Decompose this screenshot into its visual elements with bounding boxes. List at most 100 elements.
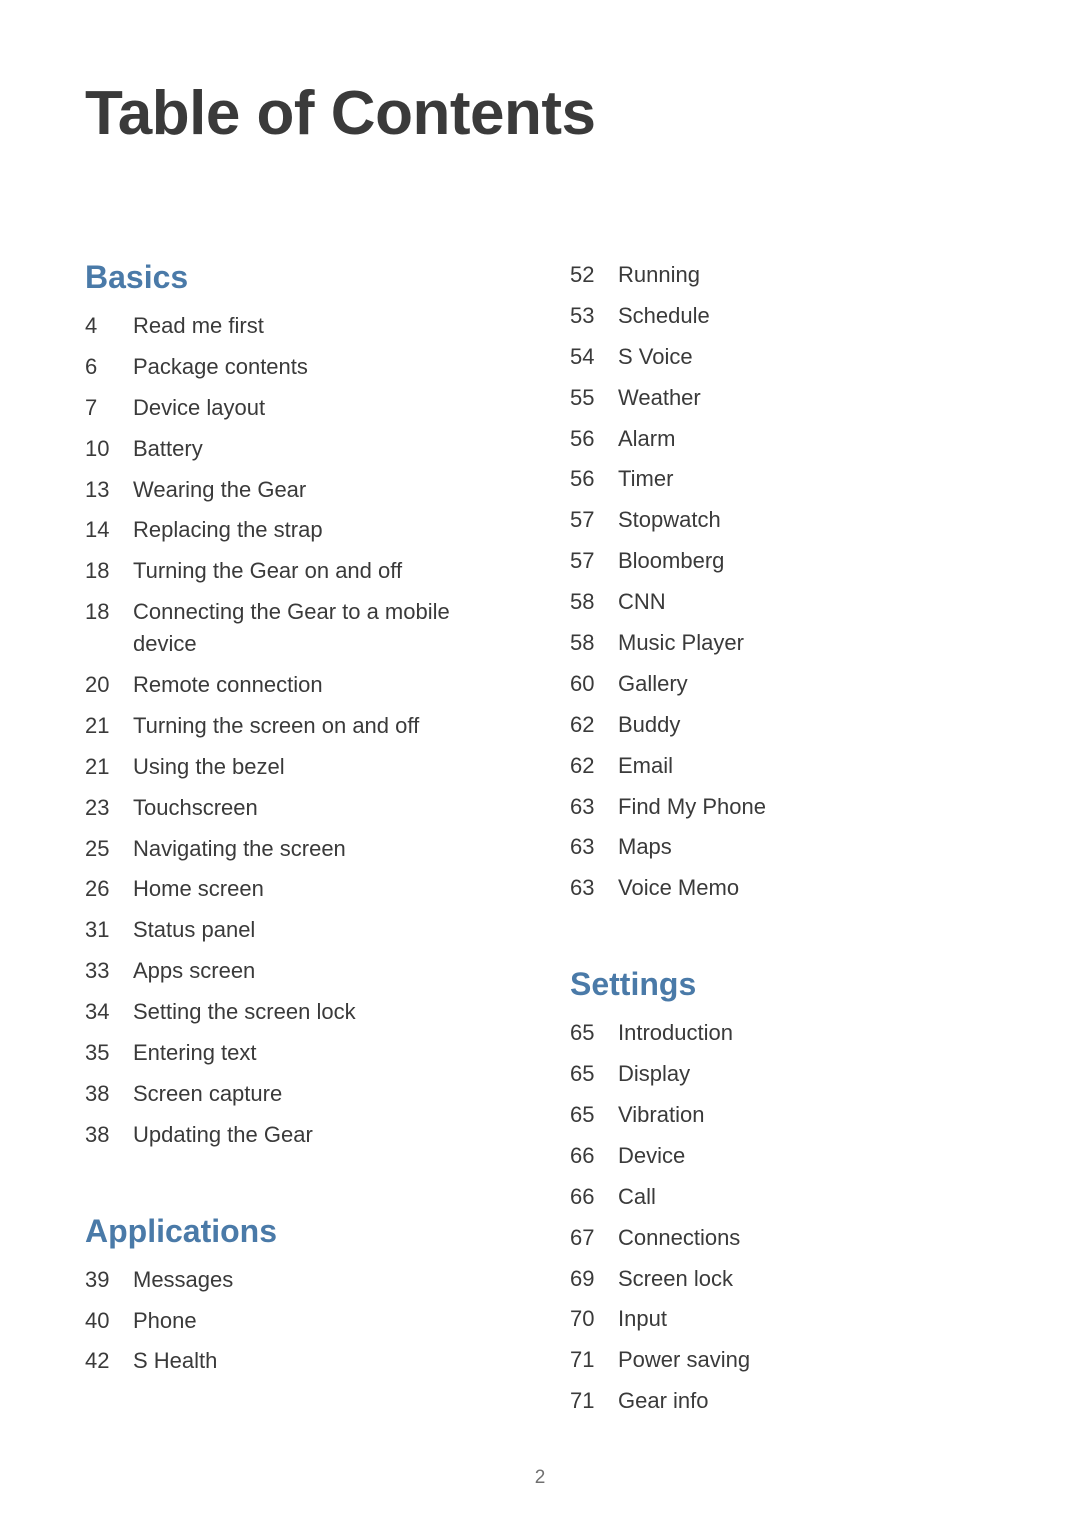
- toc-item-page: 62: [570, 709, 618, 741]
- toc-item-label: S Voice: [618, 341, 693, 373]
- toc-item-page: 7: [85, 392, 133, 424]
- toc-item[interactable]: 66Device: [570, 1140, 995, 1172]
- toc-item[interactable]: 62Buddy: [570, 709, 995, 741]
- toc-item-label: Running: [618, 259, 700, 291]
- toc-item-label: Replacing the strap: [133, 514, 323, 546]
- toc-item-label: Connections: [618, 1222, 740, 1254]
- toc-item[interactable]: 69Screen lock: [570, 1263, 995, 1295]
- toc-item[interactable]: 54S Voice: [570, 341, 995, 373]
- toc-item[interactable]: 21Using the bezel: [85, 751, 510, 783]
- toc-item-page: 39: [85, 1264, 133, 1296]
- toc-item[interactable]: 34Setting the screen lock: [85, 996, 510, 1028]
- toc-item-label: Maps: [618, 831, 672, 863]
- toc-item[interactable]: 63Voice Memo: [570, 872, 995, 904]
- toc-item[interactable]: 13Wearing the Gear: [85, 474, 510, 506]
- toc-item[interactable]: 71Gear info: [570, 1385, 995, 1417]
- toc-item-label: Remote connection: [133, 669, 323, 701]
- toc-item[interactable]: 31Status panel: [85, 914, 510, 946]
- toc-item[interactable]: 14Replacing the strap: [85, 514, 510, 546]
- toc-item-label: Turning the screen on and off: [133, 710, 419, 742]
- toc-item[interactable]: 60Gallery: [570, 668, 995, 700]
- toc-item[interactable]: 65Display: [570, 1058, 995, 1090]
- toc-item-page: 71: [570, 1385, 618, 1417]
- toc-item[interactable]: 18Turning the Gear on and off: [85, 555, 510, 587]
- toc-item[interactable]: 65Vibration: [570, 1099, 995, 1131]
- toc-item-page: 31: [85, 914, 133, 946]
- toc-item-label: Input: [618, 1303, 667, 1335]
- toc-item[interactable]: 25Navigating the screen: [85, 833, 510, 865]
- toc-item-page: 42: [85, 1345, 133, 1377]
- toc-item-page: 65: [570, 1017, 618, 1049]
- toc-item-label: Home screen: [133, 873, 264, 905]
- toc-item-page: 4: [85, 310, 133, 342]
- toc-item-page: 54: [570, 341, 618, 373]
- toc-item-label: Voice Memo: [618, 872, 739, 904]
- toc-item[interactable]: 10Battery: [85, 433, 510, 465]
- toc-item-page: 56: [570, 463, 618, 495]
- section-heading: Applications: [85, 1213, 510, 1250]
- toc-item-label: Email: [618, 750, 673, 782]
- toc-item[interactable]: 66Call: [570, 1181, 995, 1213]
- toc-item[interactable]: 38Screen capture: [85, 1078, 510, 1110]
- toc-item[interactable]: 38Updating the Gear: [85, 1119, 510, 1151]
- toc-item[interactable]: 6Package contents: [85, 351, 510, 383]
- toc-item[interactable]: 21Turning the screen on and off: [85, 710, 510, 742]
- toc-item[interactable]: 57Stopwatch: [570, 504, 995, 536]
- toc-item-label: Find My Phone: [618, 791, 766, 823]
- toc-item[interactable]: 58Music Player: [570, 627, 995, 659]
- toc-item-page: 23: [85, 792, 133, 824]
- toc-item-page: 10: [85, 433, 133, 465]
- toc-item-label: Status panel: [133, 914, 255, 946]
- toc-item[interactable]: 42S Health: [85, 1345, 510, 1377]
- toc-item-page: 67: [570, 1222, 618, 1254]
- toc-item-page: 33: [85, 955, 133, 987]
- toc-item[interactable]: 18Connecting the Gear to a mobile device: [85, 596, 510, 660]
- toc-item[interactable]: 62Email: [570, 750, 995, 782]
- toc-item-page: 60: [570, 668, 618, 700]
- toc-item-label: Using the bezel: [133, 751, 285, 783]
- toc-item-label: CNN: [618, 586, 666, 618]
- toc-item-label: Entering text: [133, 1037, 257, 1069]
- toc-item-label: Stopwatch: [618, 504, 721, 536]
- toc-item[interactable]: 40Phone: [85, 1305, 510, 1337]
- toc-item[interactable]: 52Running: [570, 259, 995, 291]
- toc-item-label: Device layout: [133, 392, 265, 424]
- toc-item[interactable]: 23Touchscreen: [85, 792, 510, 824]
- toc-item[interactable]: 58CNN: [570, 586, 995, 618]
- section-heading: Basics: [85, 259, 510, 296]
- toc-item-label: Screen lock: [618, 1263, 733, 1295]
- toc-item-page: 53: [570, 300, 618, 332]
- toc-item-label: Introduction: [618, 1017, 733, 1049]
- toc-item[interactable]: 55Weather: [570, 382, 995, 414]
- toc-item-label: Navigating the screen: [133, 833, 346, 865]
- toc-item-label: Apps screen: [133, 955, 255, 987]
- toc-item[interactable]: 70Input: [570, 1303, 995, 1335]
- page-title: Table of Contents: [85, 78, 995, 149]
- toc-item-label: Vibration: [618, 1099, 704, 1131]
- toc-item[interactable]: 53Schedule: [570, 300, 995, 332]
- toc-item[interactable]: 56Timer: [570, 463, 995, 495]
- toc-item[interactable]: 57Bloomberg: [570, 545, 995, 577]
- toc-item[interactable]: 39Messages: [85, 1264, 510, 1296]
- toc-item[interactable]: 56Alarm: [570, 423, 995, 455]
- toc-item-page: 25: [85, 833, 133, 865]
- toc-item[interactable]: 67Connections: [570, 1222, 995, 1254]
- toc-item-label: Turning the Gear on and off: [133, 555, 402, 587]
- toc-item[interactable]: 7Device layout: [85, 392, 510, 424]
- toc-item[interactable]: 71Power saving: [570, 1344, 995, 1376]
- toc-item[interactable]: 65Introduction: [570, 1017, 995, 1049]
- toc-item[interactable]: 20Remote connection: [85, 669, 510, 701]
- toc-item-page: 14: [85, 514, 133, 546]
- toc-item-page: 66: [570, 1181, 618, 1213]
- toc-item[interactable]: 63Find My Phone: [570, 791, 995, 823]
- toc-item-label: Device: [618, 1140, 685, 1172]
- toc-item[interactable]: 4Read me first: [85, 310, 510, 342]
- toc-item-page: 26: [85, 873, 133, 905]
- page-number: 2: [0, 1467, 1080, 1489]
- toc-item-page: 62: [570, 750, 618, 782]
- toc-item[interactable]: 33Apps screen: [85, 955, 510, 987]
- toc-item-label: Call: [618, 1181, 656, 1213]
- toc-item[interactable]: 35Entering text: [85, 1037, 510, 1069]
- toc-item[interactable]: 63Maps: [570, 831, 995, 863]
- toc-item[interactable]: 26Home screen: [85, 873, 510, 905]
